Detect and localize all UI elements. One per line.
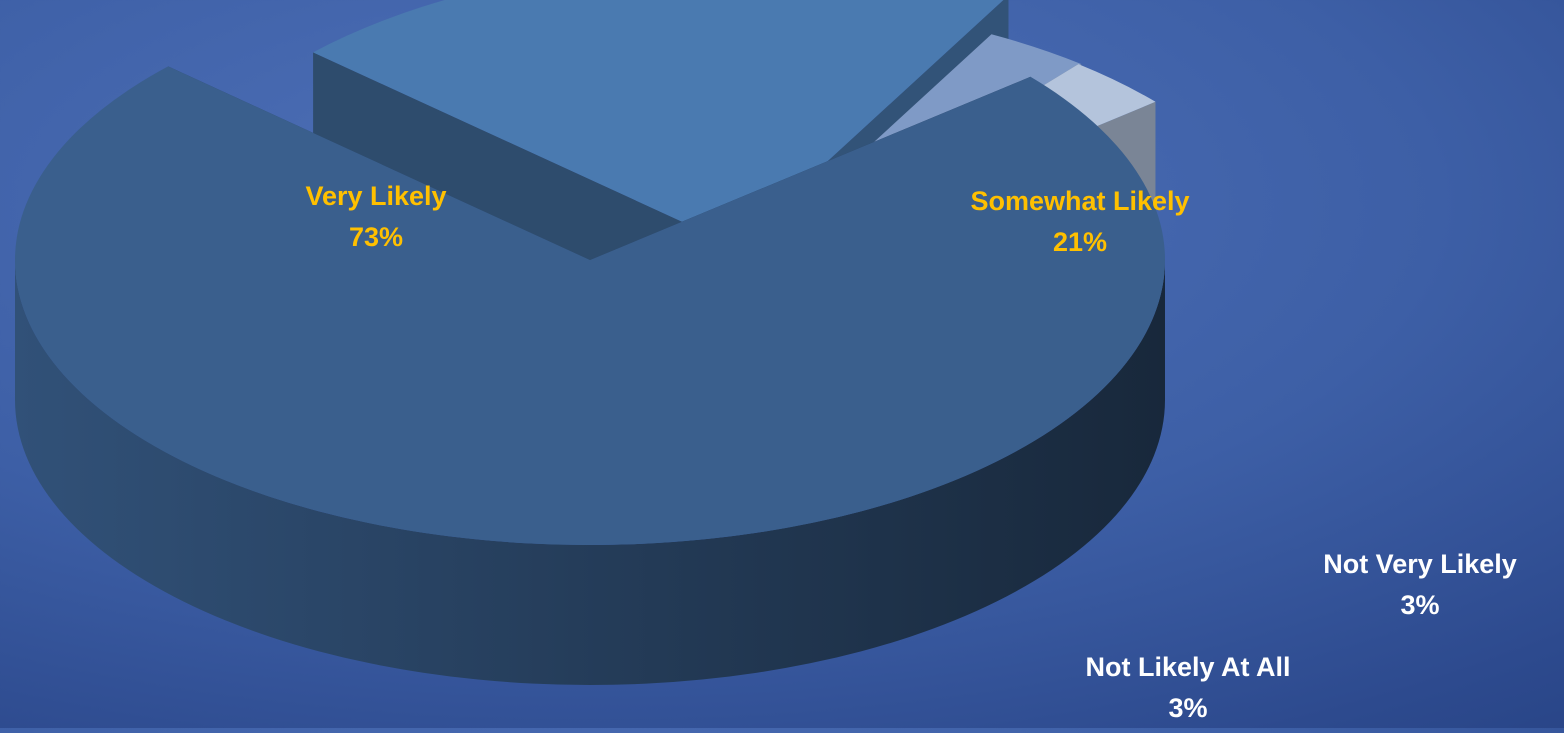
- data-label-somewhat-likely: Somewhat Likely: [970, 186, 1189, 216]
- data-value-not-very-likely: 3%: [1400, 590, 1439, 620]
- data-label-very-likely: Very Likely: [305, 181, 446, 211]
- slice-top: [313, 0, 1004, 246]
- data-value-very-likely: 73%: [349, 222, 403, 252]
- data-label-not-very-likely: Not Very Likely: [1323, 549, 1517, 579]
- data-label-not-likely-at-all: Not Likely At All: [1085, 652, 1290, 682]
- data-labels: Very Likely 73% Somewhat Likely 21% Not Very…: [305, 181, 1516, 723]
- slice-top: [15, 66, 1166, 545]
- data-value-not-likely-at-all: 3%: [1168, 693, 1207, 723]
- data-value-somewhat-likely: 21%: [1053, 227, 1107, 257]
- slice-side: [15, 260, 1165, 685]
- pie-slice-very-likely: [15, 66, 1166, 685]
- pie-slices: [15, 0, 1166, 685]
